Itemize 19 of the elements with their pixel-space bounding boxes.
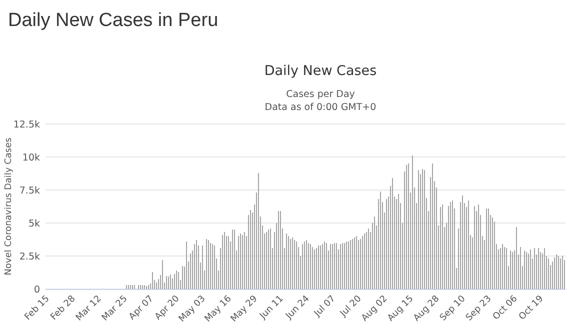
y-tick-label: 2.5k [19,252,40,262]
y-tick-label: 12.5k [13,120,40,130]
y-tick-label: 5k [28,218,40,230]
x-tick-label: Mar 25 [100,294,130,324]
x-tick-label: Oct 19 [517,294,546,322]
x-tick-label: Oct 06 [491,294,520,322]
text: Cases per Day [286,89,356,100]
x-tick-label: Jun 24 [284,294,312,322]
y-tick-label: 10k [22,152,40,164]
y-tick-label: 0 [34,284,40,296]
x-tick-label: Sep 23 [464,294,494,324]
x-tick-label: Apr 07 [127,294,156,322]
text: Data as of 0:00 GMT+0 [264,102,376,113]
chart-subtitle: Daily New Cases [264,63,377,79]
chart-title: Daily New Cases in Peru [8,10,218,31]
y-axis-title: Novel Coronavirus Daily Cases [4,137,14,276]
y-tick-label: 7.5k [19,186,40,196]
x-tick-label: Jun 11 [258,294,286,322]
x-tick-label: Jul 07 [312,294,338,320]
